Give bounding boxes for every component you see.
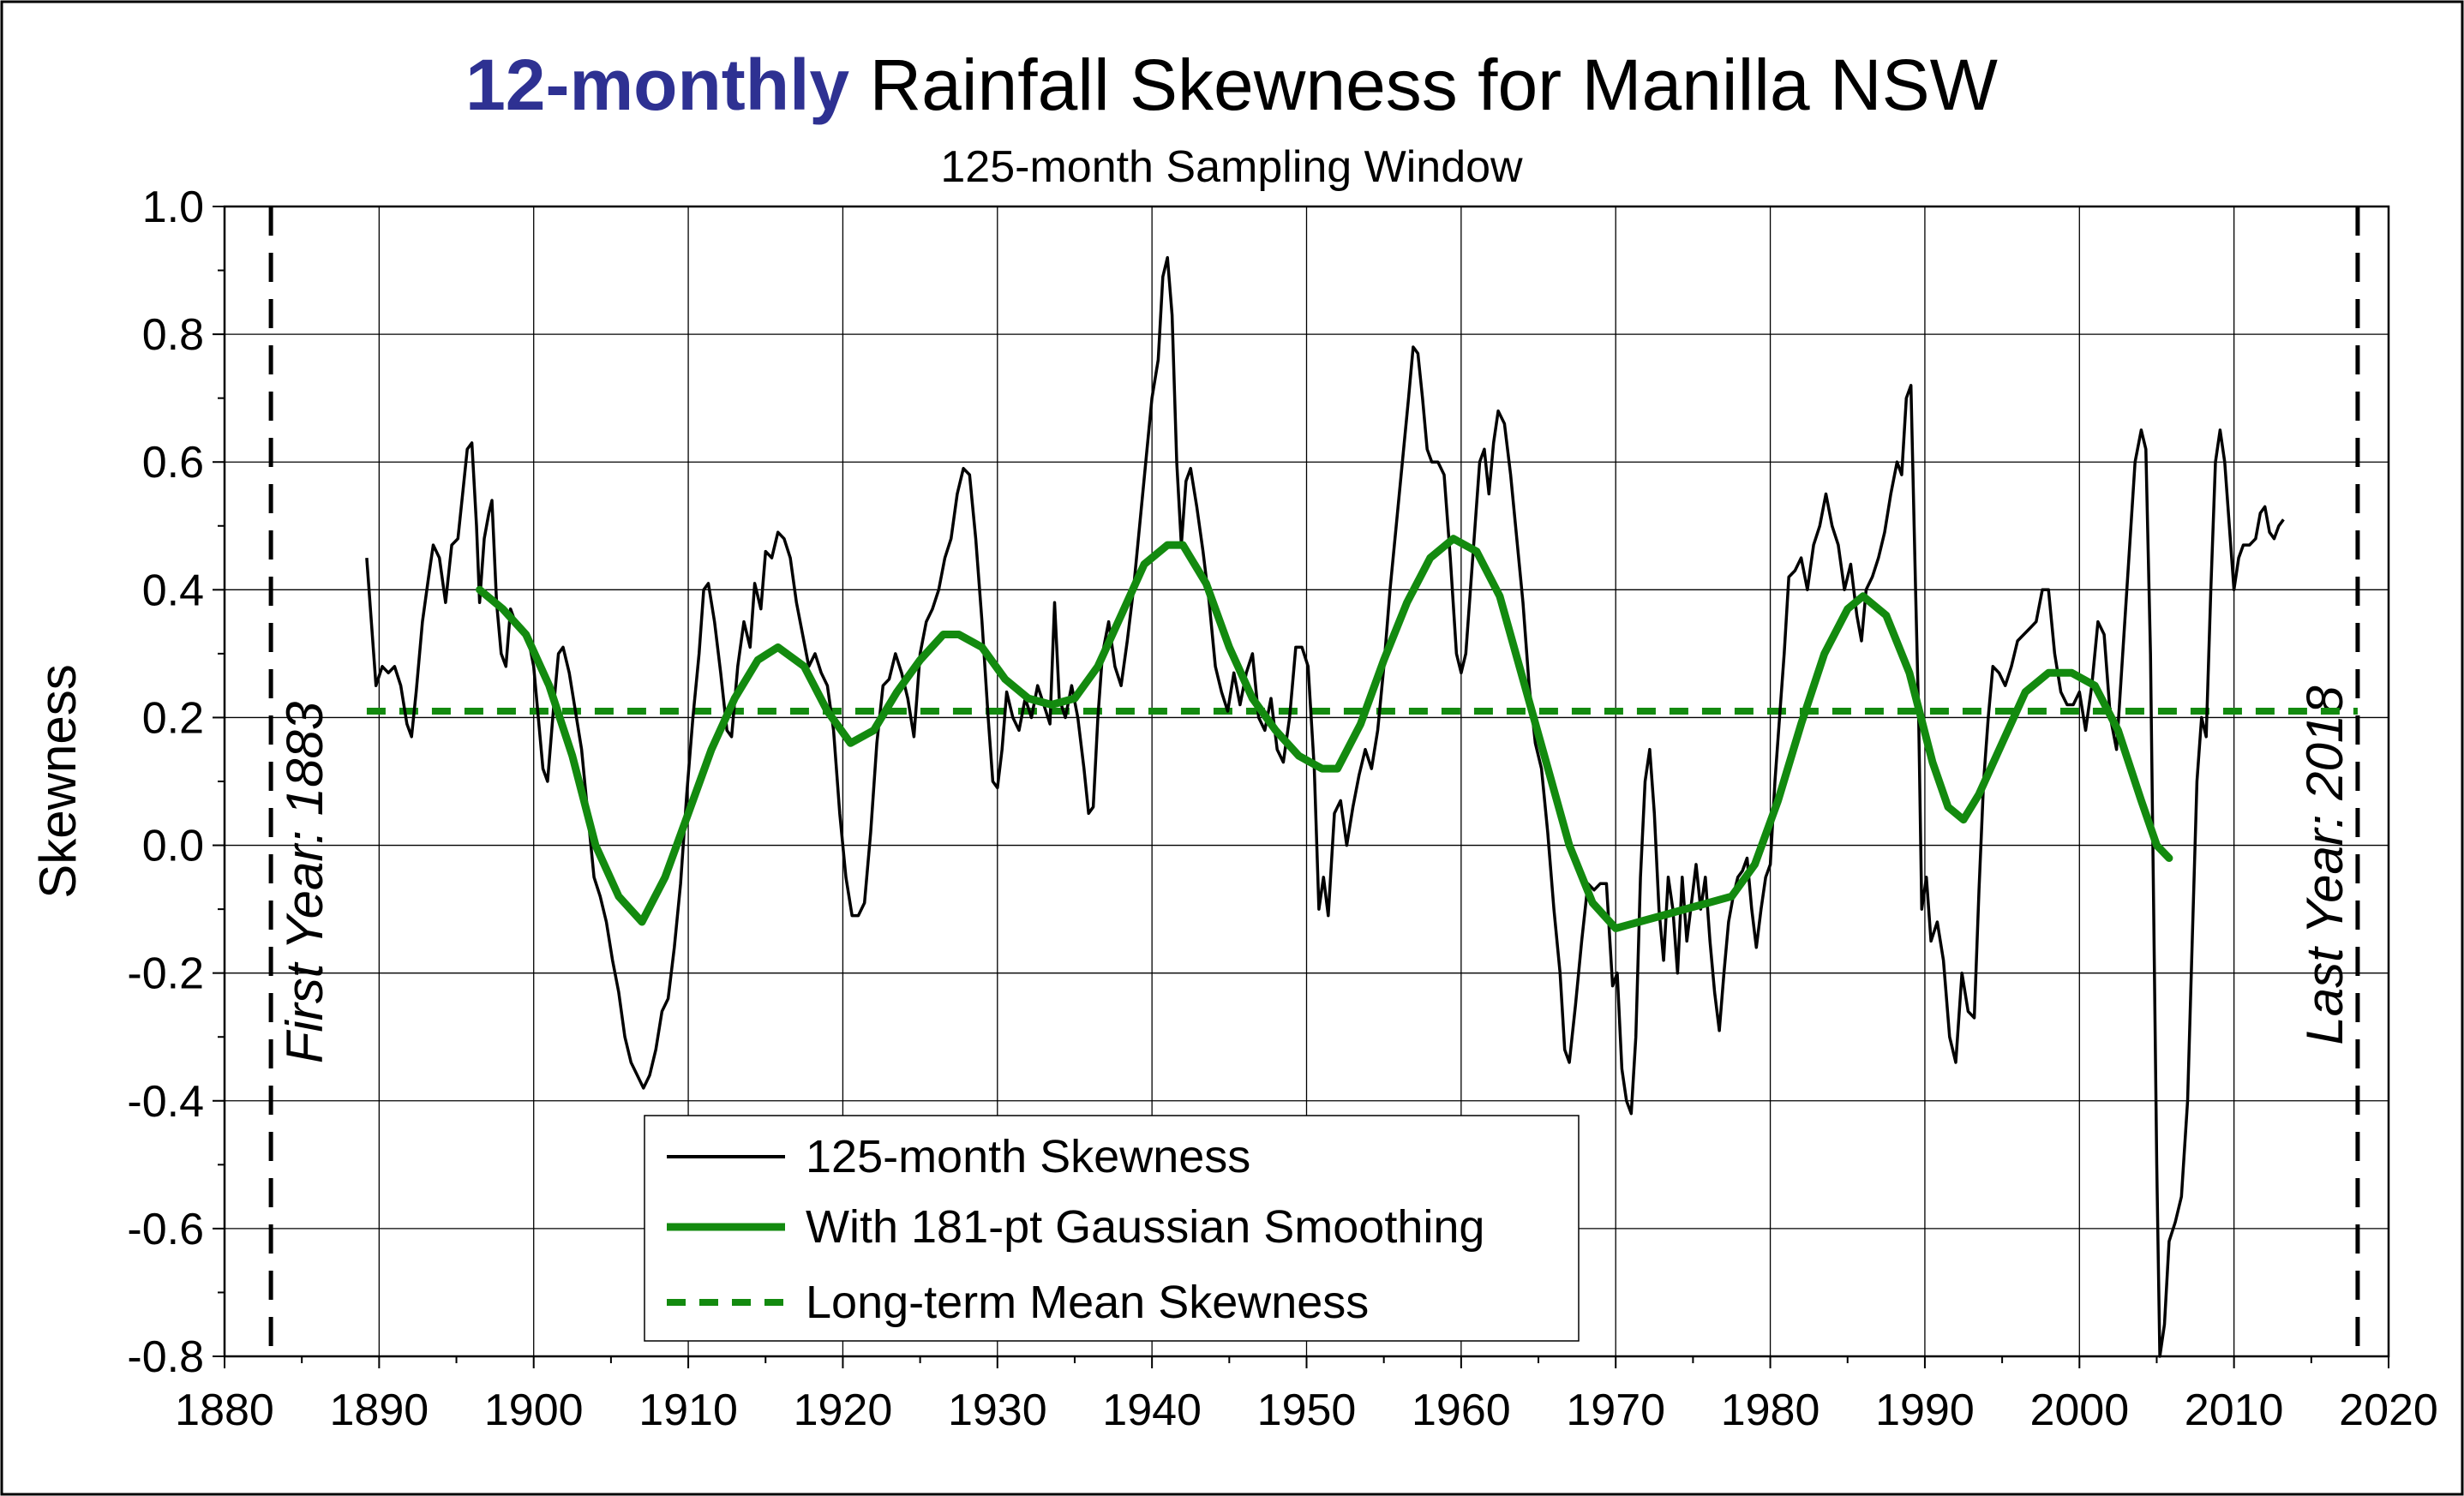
last-year-label: Last Year: 2018	[2296, 685, 2353, 1045]
y-tick-label: 0.6	[142, 438, 204, 488]
legend-label-smoothed: With 181-pt Gaussian Smoothing	[806, 1201, 1484, 1253]
chart-subtitle: 125-month Sampling Window	[940, 142, 1523, 192]
x-tick-label: 1920	[794, 1385, 893, 1435]
first-year-label: First Year: 1883	[276, 702, 333, 1063]
raw-skewness-line	[365, 255, 2285, 1358]
y-tick-label: -0.2	[127, 949, 204, 999]
x-axis-ticks: 1880 1890 1900 1910 1920 1930 1940 1950 1960 1970…	[175, 1356, 2438, 1435]
x-tick-label: 1900	[484, 1385, 584, 1435]
y-tick-label: 0.8	[142, 310, 204, 360]
x-tick-label: 1930	[948, 1385, 1047, 1435]
y-tick-label: 0.2	[142, 693, 204, 743]
y-axis-ticks: 1.0 0.8 0.6 0.4 0.2 0.0 -0.2 -0.4 -0.6 -0.8	[127, 183, 225, 1382]
chart-title-highlight: 12-monthly	[465, 45, 849, 125]
x-tick-label: 1980	[1721, 1385, 1820, 1435]
chart-title: 12-monthly Rainfall Skewness for Manilla…	[465, 45, 1998, 125]
y-tick-label: -0.4	[127, 1077, 204, 1127]
x-tick-label: 2000	[2029, 1385, 2129, 1435]
legend-label-raw: 125-month Skewness	[806, 1131, 1250, 1182]
x-tick-label: 1990	[1875, 1385, 1975, 1435]
x-tick-label: 2010	[2185, 1385, 2284, 1435]
y-axis-label: Skewness	[29, 664, 87, 898]
legend-label-mean: Long-term Mean Skewness	[806, 1277, 1369, 1328]
chart-title-rest: Rainfall Skewness for Manilla NSW	[849, 45, 1998, 125]
year-annotations: First Year: 1883 Last Year: 2018	[268, 206, 2360, 1356]
y-tick-label: -0.6	[127, 1205, 204, 1254]
legend-box	[644, 1115, 1580, 1342]
legend: 125-month Skewness With 181-pt Gaussian …	[644, 1115, 1580, 1342]
x-tick-label: 1910	[638, 1385, 738, 1435]
x-tick-label: 1880	[175, 1385, 274, 1435]
y-tick-label: 0.4	[142, 565, 204, 615]
y-tick-label: 0.0	[142, 822, 204, 871]
x-tick-label: 1970	[1566, 1385, 1665, 1435]
y-tick-label: -0.8	[127, 1332, 204, 1382]
x-tick-label: 1940	[1102, 1385, 1202, 1435]
series-lines	[365, 255, 2358, 1358]
smoothed-skewness-line	[476, 535, 2173, 932]
x-tick-label: 1960	[1412, 1385, 1511, 1435]
x-tick-label: 1950	[1257, 1385, 1357, 1435]
x-tick-label: 1890	[330, 1385, 429, 1435]
y-tick-label: 1.0	[142, 183, 204, 232]
x-tick-label: 2020	[2339, 1385, 2438, 1435]
